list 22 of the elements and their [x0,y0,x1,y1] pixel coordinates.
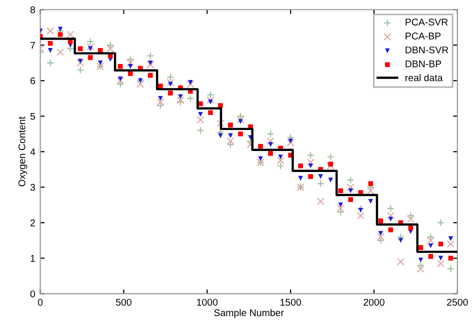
legend-label: DBN-SVR [406,46,448,54]
legend-label: PCA-SVR [406,18,448,26]
legend-label: DBN-BP [406,60,442,68]
y-tick-label: 5 [30,112,36,120]
x-tick-label: 500 [116,298,132,306]
x-tick-label: 2500 [447,298,468,306]
x-tick-label: 0 [38,298,43,306]
y-tick-label: 7 [30,42,35,49]
y-tick-label: 2 [30,219,35,226]
y-tick-label: 6 [30,77,35,84]
x-tick-label: 2000 [364,298,384,306]
x-tick-label: 1500 [280,298,301,306]
y-tick-label: 1 [30,255,35,262]
y-axis-title: Oxygen Content [18,116,28,186]
x-axis-title: Sample Number [214,309,284,318]
y-tick-label: 3 [30,184,35,191]
y-tick-label: 8 [30,6,36,14]
legend-label: PCA-BP [406,32,441,40]
y-tick-label: 4 [30,148,36,156]
y-tick-label: 0 [30,290,36,298]
x-tick-label: 1000 [197,298,218,306]
legend-label: real data [406,74,443,82]
